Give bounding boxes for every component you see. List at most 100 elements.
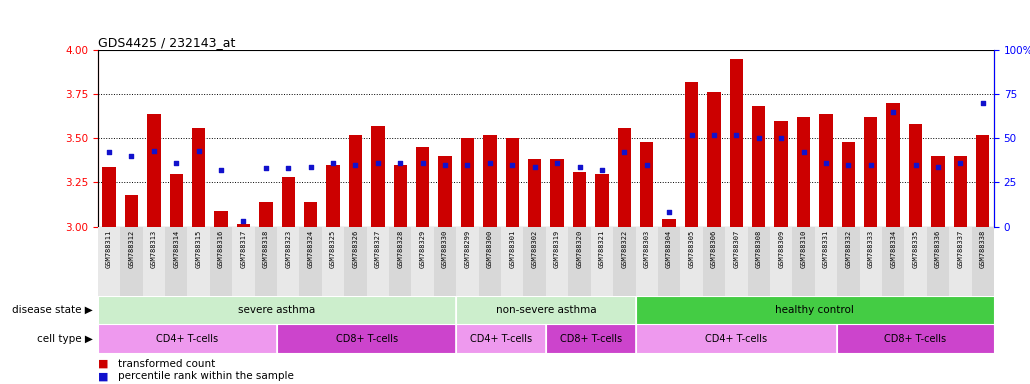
Bar [479, 227, 501, 296]
Bar [528, 159, 542, 227]
Bar [904, 227, 927, 296]
Bar [254, 227, 277, 296]
Point [593, 167, 610, 173]
Point [907, 162, 924, 168]
Bar [98, 324, 277, 353]
Bar [147, 114, 161, 227]
Text: GSM788301: GSM788301 [509, 230, 515, 268]
Point [392, 160, 409, 166]
Bar [550, 159, 563, 227]
Bar [277, 324, 456, 353]
Bar [483, 135, 496, 227]
Bar [680, 227, 702, 296]
Point [772, 135, 789, 141]
Text: GSM788332: GSM788332 [846, 230, 852, 268]
Bar [908, 124, 922, 227]
Text: GSM788328: GSM788328 [398, 230, 404, 268]
Bar [300, 227, 321, 296]
Bar [460, 138, 474, 227]
Point [974, 100, 991, 106]
Text: GSM788327: GSM788327 [375, 230, 381, 268]
Point [706, 132, 722, 138]
Bar [729, 59, 743, 227]
Bar [931, 156, 945, 227]
Bar [192, 127, 205, 227]
Text: GSM788331: GSM788331 [823, 230, 829, 268]
Bar [702, 227, 725, 296]
Text: GSM788322: GSM788322 [621, 230, 627, 268]
Text: GSM788334: GSM788334 [890, 230, 896, 268]
Text: percentile rank within the sample: percentile rank within the sample [118, 371, 295, 381]
Text: GSM788335: GSM788335 [913, 230, 919, 268]
Point [818, 160, 834, 166]
Bar [456, 296, 636, 324]
Text: transformed count: transformed count [118, 359, 215, 369]
Bar [882, 227, 904, 296]
Point [616, 149, 632, 156]
Point [101, 149, 117, 156]
Bar [887, 103, 900, 227]
Text: GSM788303: GSM788303 [644, 230, 650, 268]
Bar [434, 227, 456, 296]
Text: ■: ■ [98, 371, 108, 381]
Bar [187, 227, 210, 296]
Text: GSM788326: GSM788326 [352, 230, 358, 268]
Text: GSM788330: GSM788330 [442, 230, 448, 268]
Bar [658, 227, 680, 296]
Text: GSM788304: GSM788304 [666, 230, 673, 268]
Bar [237, 223, 250, 227]
Bar [752, 106, 765, 227]
Bar [321, 227, 344, 296]
Point [639, 162, 655, 168]
Bar [456, 227, 479, 296]
Text: healthy control: healthy control [776, 305, 854, 315]
Bar [976, 135, 990, 227]
Point [437, 162, 453, 168]
Text: GSM788311: GSM788311 [106, 230, 112, 268]
Bar [501, 227, 523, 296]
Point [414, 160, 431, 166]
Point [191, 147, 207, 154]
Bar [98, 227, 121, 296]
Text: GSM788319: GSM788319 [554, 230, 560, 268]
Text: GSM788312: GSM788312 [129, 230, 135, 268]
Bar [125, 195, 138, 227]
Text: GSM788336: GSM788336 [935, 230, 941, 268]
Bar [210, 227, 233, 296]
Point [862, 162, 879, 168]
Bar [327, 165, 340, 227]
Point [728, 132, 745, 138]
Bar [411, 227, 434, 296]
Bar [837, 324, 994, 353]
Bar [506, 138, 519, 227]
Point [168, 160, 184, 166]
Text: GSM788306: GSM788306 [711, 230, 717, 268]
Point [885, 109, 901, 115]
Text: disease state ▶: disease state ▶ [12, 305, 93, 315]
Bar [792, 227, 815, 296]
Bar [927, 227, 950, 296]
Bar [121, 227, 142, 296]
Text: CD8+ T-cells: CD8+ T-cells [559, 334, 622, 344]
Point [213, 167, 230, 173]
Text: GSM788321: GSM788321 [598, 230, 605, 268]
Bar [636, 324, 837, 353]
Point [347, 162, 364, 168]
Bar [842, 142, 855, 227]
Text: GSM788308: GSM788308 [756, 230, 762, 268]
Bar [971, 227, 994, 296]
Bar [837, 227, 859, 296]
Point [280, 165, 297, 171]
Bar [573, 172, 586, 227]
Text: severe asthma: severe asthma [238, 305, 315, 315]
Text: ■: ■ [98, 359, 108, 369]
Point [952, 160, 968, 166]
Text: CD4+ T-cells: CD4+ T-cells [157, 334, 218, 344]
Bar [636, 296, 994, 324]
Bar [640, 142, 653, 227]
Bar [636, 227, 658, 296]
Bar [685, 82, 698, 227]
Text: GSM788307: GSM788307 [733, 230, 740, 268]
Bar [98, 296, 456, 324]
Text: non-severe asthma: non-severe asthma [495, 305, 596, 315]
